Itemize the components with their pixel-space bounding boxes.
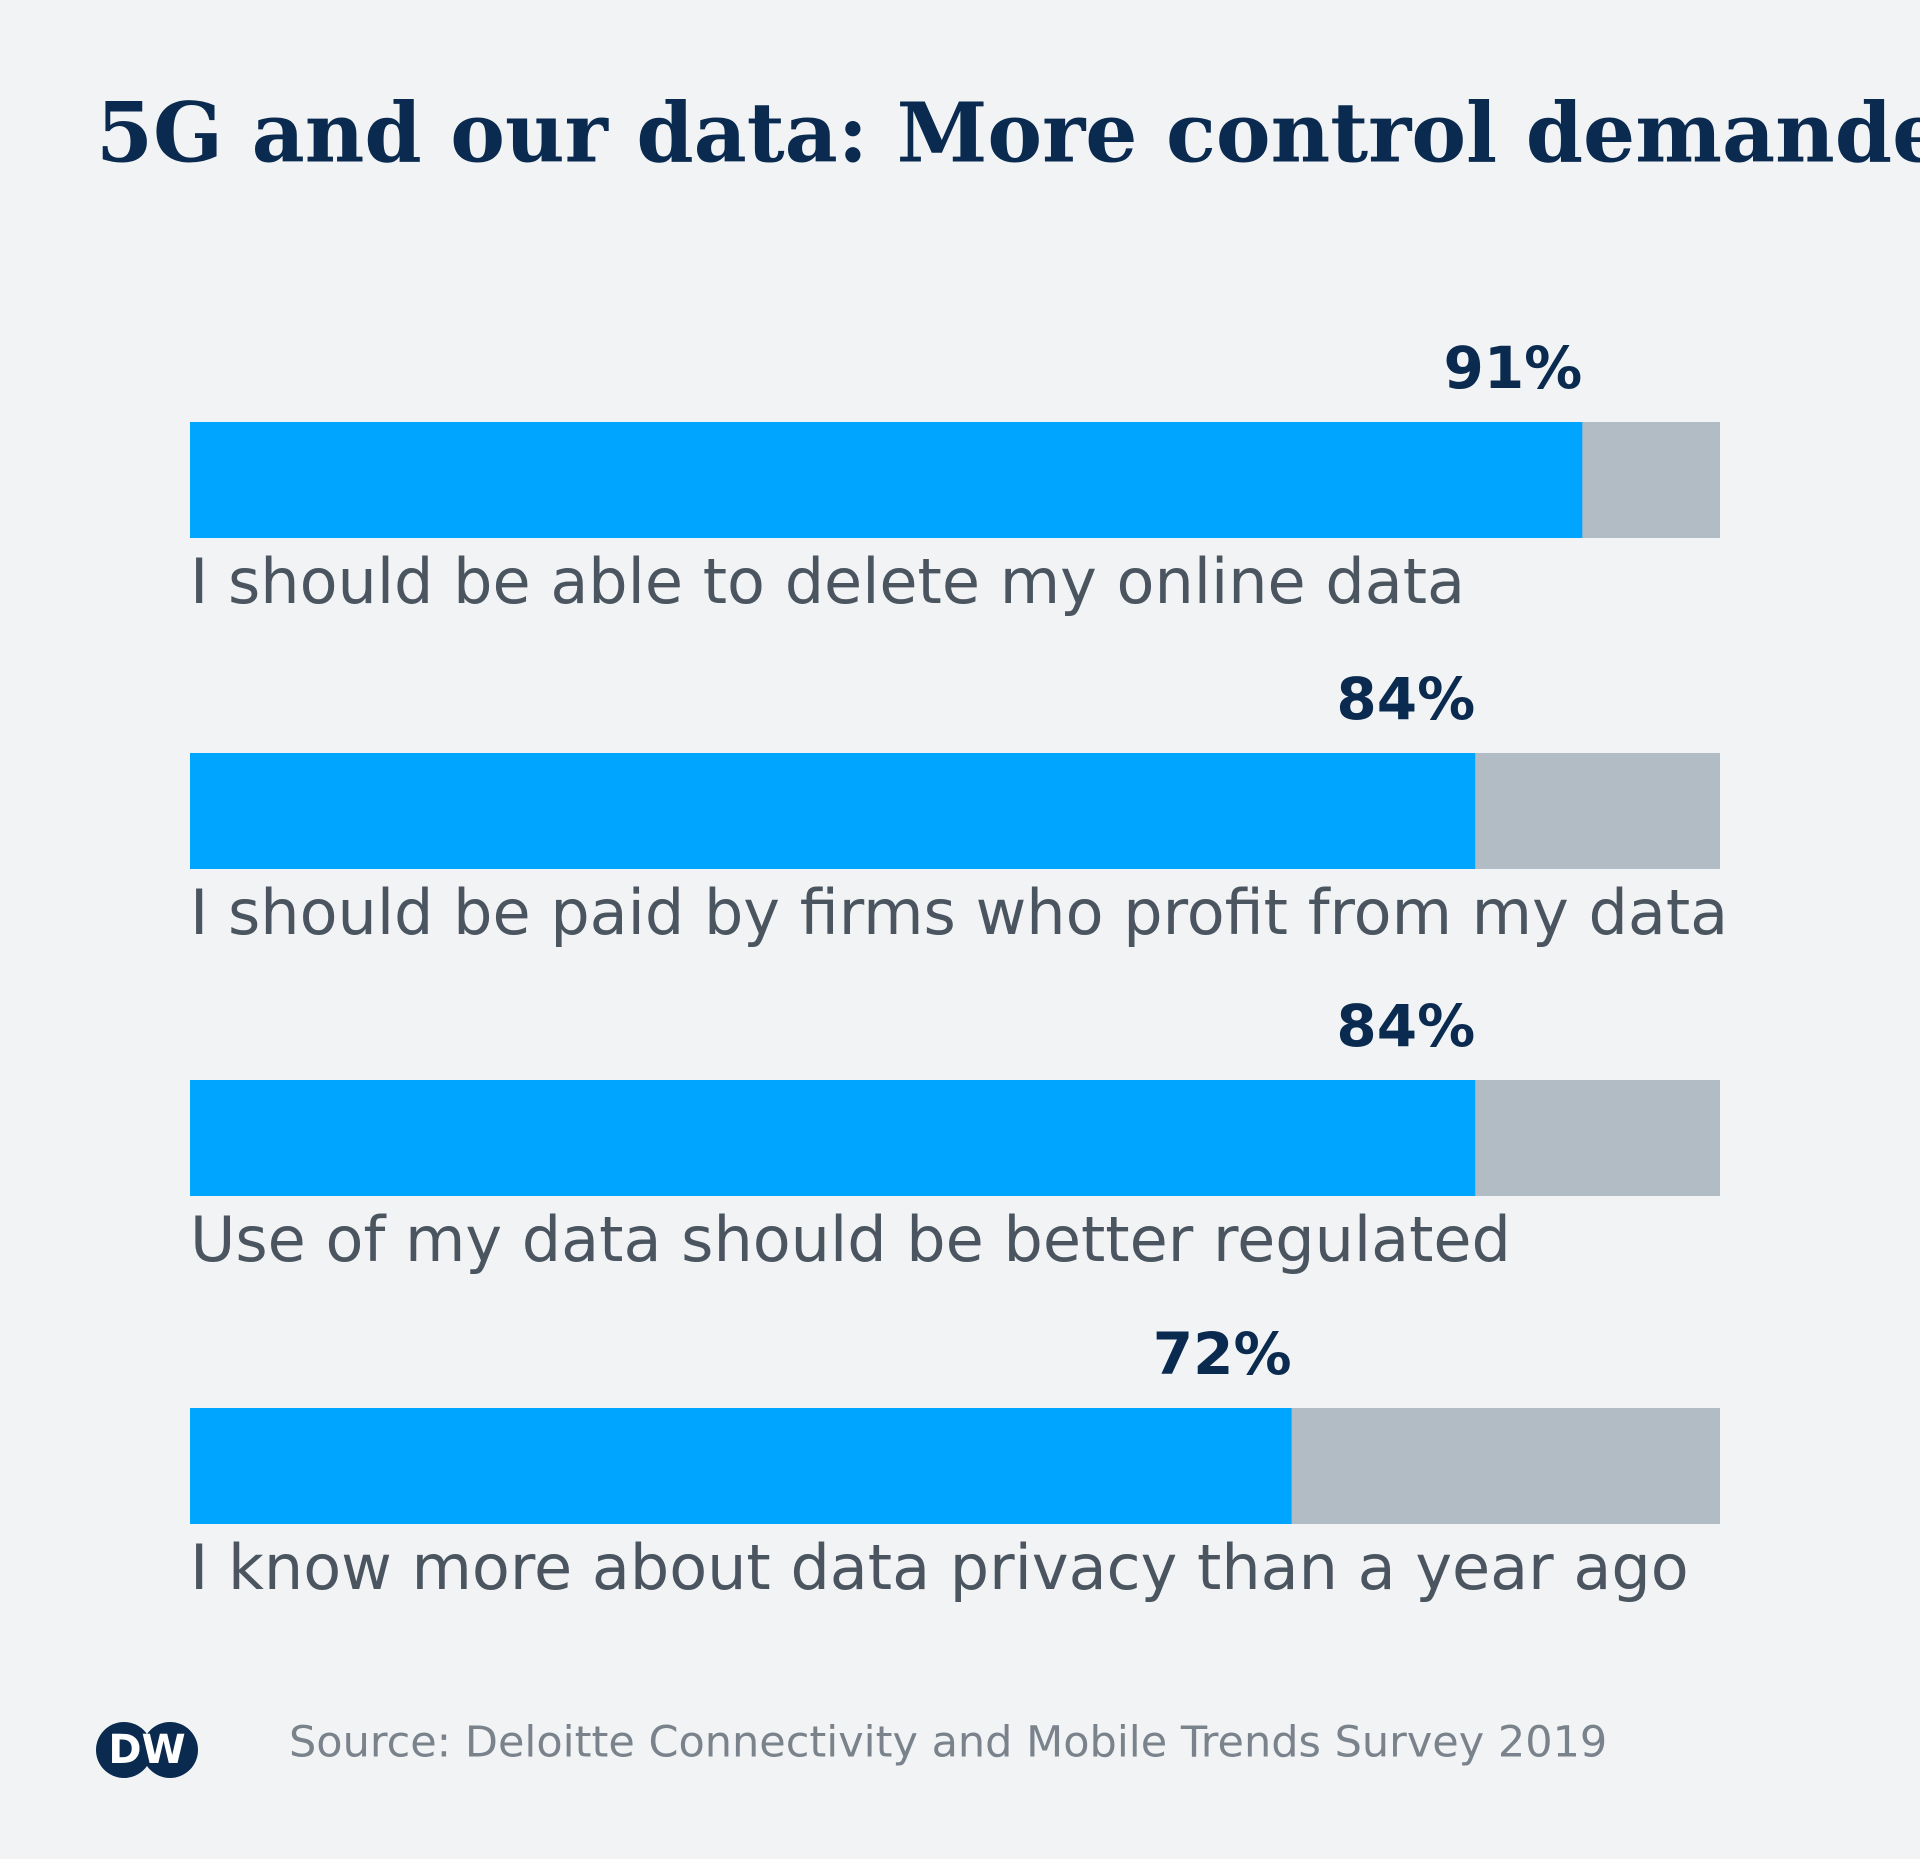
category-label: I should be able to delete my online dat… (190, 545, 1465, 618)
value-label: 72% (1153, 1320, 1292, 1388)
logo-circle (96, 1722, 152, 1778)
bar (190, 1408, 1292, 1524)
bar (190, 1080, 1476, 1196)
logo-text: DW (108, 1727, 185, 1773)
source: Source: Deloitte Connectivity and Mobile… (289, 1718, 1607, 1768)
value-label: 91% (1443, 334, 1582, 402)
category-label: I know more about data privacy than a ye… (190, 1531, 1689, 1604)
category-label: I should be paid by firms who profit fro… (190, 876, 1728, 949)
value-label: 84% (1336, 992, 1475, 1060)
bar (190, 422, 1583, 538)
chart-title: 5G and our data: More control demanded (96, 85, 1920, 181)
value-label: 84% (1336, 665, 1475, 733)
category-label: Use of my data should be better regulate… (190, 1203, 1511, 1276)
bar (190, 753, 1476, 869)
logo: DW (96, 1722, 198, 1778)
logo-circle (142, 1722, 198, 1778)
